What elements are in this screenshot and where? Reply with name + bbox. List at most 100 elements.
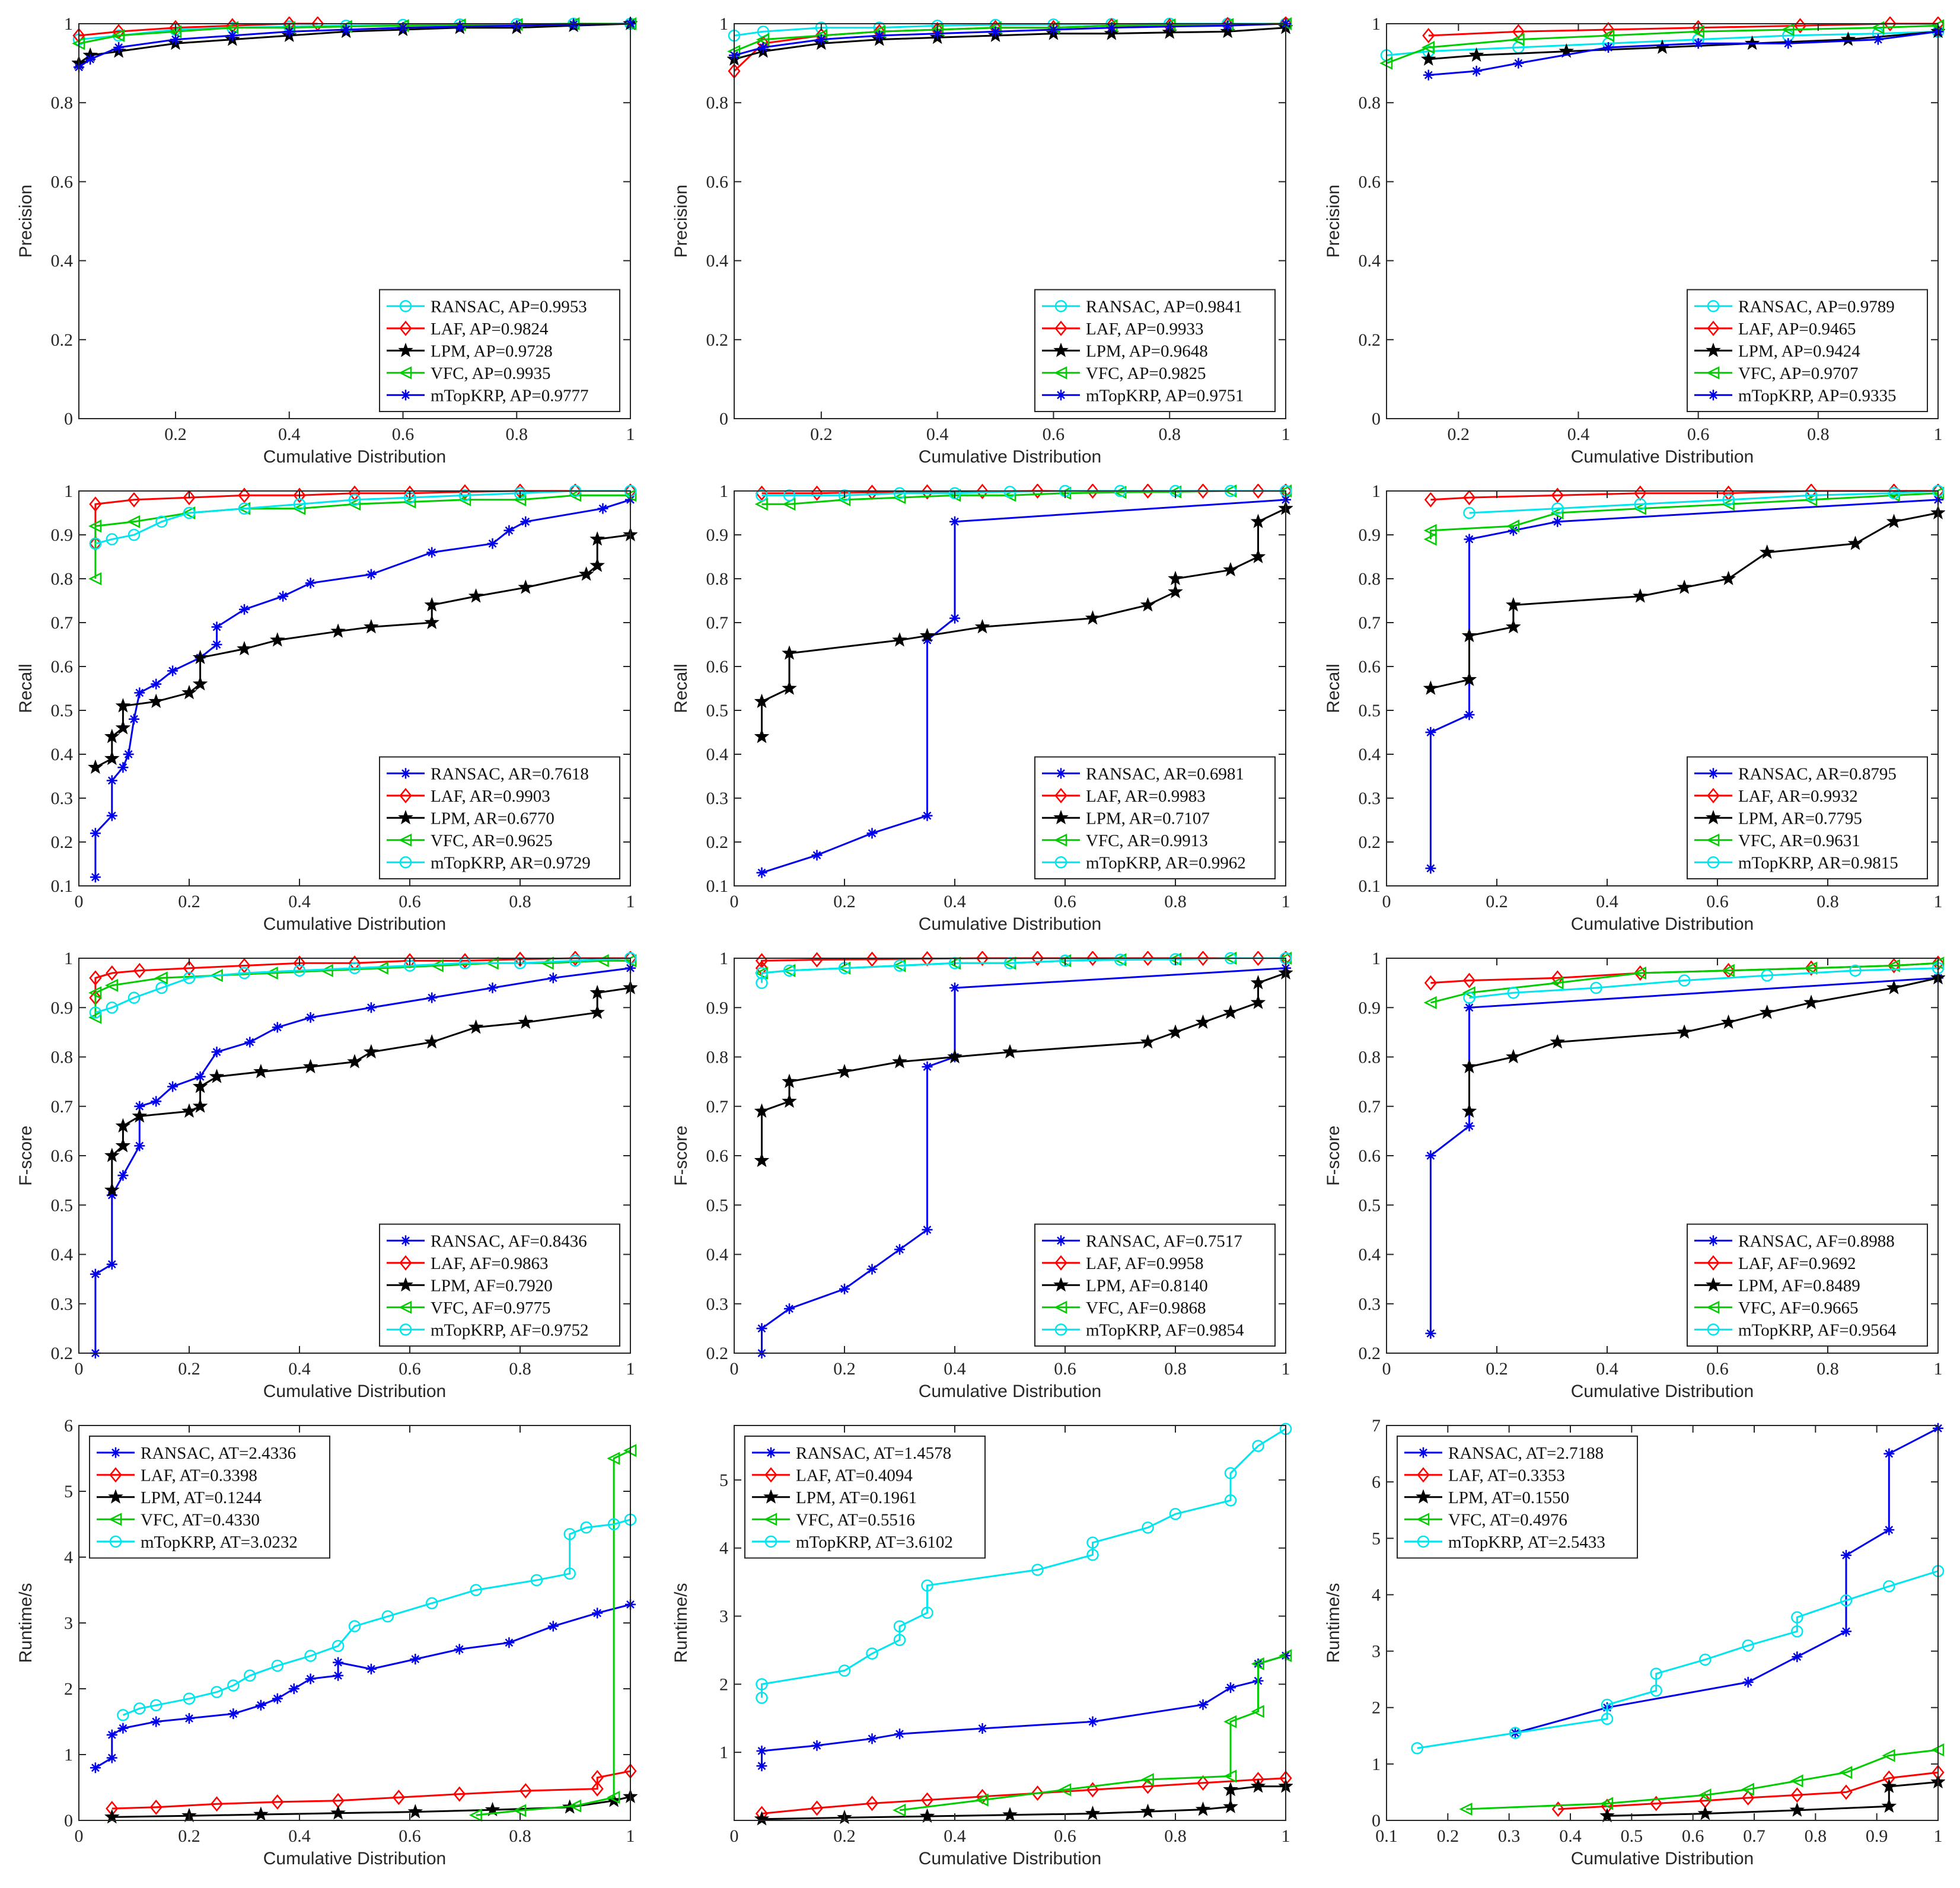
data-point bbox=[209, 1069, 225, 1083]
data-point bbox=[1223, 1781, 1238, 1797]
data-point bbox=[1603, 42, 1614, 53]
legend-entry: mTopKRP, AR=0.9815 bbox=[1738, 853, 1898, 872]
data-point bbox=[874, 30, 885, 41]
data-point bbox=[1507, 987, 1520, 999]
data-point bbox=[244, 1037, 256, 1048]
data-point bbox=[1509, 1727, 1522, 1739]
data-point bbox=[458, 484, 471, 500]
data-point bbox=[403, 495, 416, 509]
data-point bbox=[1805, 960, 1818, 976]
data-point bbox=[1423, 532, 1437, 546]
y-tick-label: 0.3 bbox=[51, 789, 74, 808]
data-point bbox=[1781, 23, 1795, 37]
data-point bbox=[115, 720, 131, 735]
data-point bbox=[1461, 1058, 1477, 1074]
data-point bbox=[1872, 34, 1883, 45]
y-tick-label: 0.5 bbox=[1359, 1195, 1381, 1215]
y-tick-label: 0.8 bbox=[1359, 1048, 1381, 1067]
data-point bbox=[128, 528, 141, 541]
data-point bbox=[1421, 40, 1435, 54]
data-point bbox=[183, 506, 196, 519]
y-tick-label: 0.9 bbox=[51, 525, 74, 545]
data-point bbox=[271, 1659, 284, 1672]
data-point bbox=[90, 828, 101, 839]
y-axis-label: Precision bbox=[16, 184, 36, 257]
axes-box bbox=[1386, 490, 1939, 886]
data-point bbox=[815, 34, 827, 45]
legend-entry: RANSAC, AT=2.7188 bbox=[1448, 1444, 1604, 1463]
legend-marker bbox=[1054, 366, 1067, 379]
data-point bbox=[893, 491, 906, 505]
data-point bbox=[949, 516, 960, 527]
data-point bbox=[1888, 487, 1900, 499]
legend-entry: VFC, AT=0.5516 bbox=[796, 1510, 915, 1529]
y-tick-label: 0.3 bbox=[706, 789, 729, 808]
data-point bbox=[1196, 1775, 1210, 1791]
data-point bbox=[1804, 961, 1818, 975]
data-point bbox=[1790, 1787, 1803, 1803]
legend-entry: RANSAC, AR=0.7618 bbox=[431, 764, 589, 783]
legend-marker bbox=[1708, 768, 1719, 779]
series-line bbox=[1468, 977, 1939, 1112]
data-point bbox=[340, 24, 352, 35]
data-point bbox=[1886, 514, 1902, 528]
data-point bbox=[133, 962, 146, 978]
data-point bbox=[1424, 975, 1438, 991]
x-tick-label: 0.8 bbox=[1164, 1359, 1187, 1379]
legend-marker bbox=[398, 342, 413, 358]
data-point bbox=[810, 952, 824, 968]
data-point bbox=[88, 986, 102, 1000]
y-tick-label: 0.6 bbox=[706, 657, 729, 677]
data-point bbox=[520, 516, 531, 527]
y-tick-label: 0.7 bbox=[706, 1097, 729, 1117]
legend-entry: VFC, AF=0.9775 bbox=[431, 1299, 551, 1318]
data-point bbox=[837, 1064, 852, 1079]
y-tick-label: 0.4 bbox=[1359, 1245, 1381, 1265]
data-point bbox=[1742, 1790, 1755, 1806]
data-point bbox=[597, 503, 608, 514]
legend-entry: RANSAC, AF=0.7517 bbox=[1086, 1232, 1242, 1251]
data-point bbox=[272, 1693, 283, 1704]
x-axis-label: Cumulative Distribution bbox=[919, 914, 1101, 934]
data-point bbox=[117, 1723, 129, 1734]
data-point bbox=[607, 1452, 620, 1465]
series-line bbox=[476, 1449, 631, 1816]
data-point bbox=[237, 640, 252, 656]
x-tick-label: 0.3 bbox=[1498, 1826, 1521, 1846]
data-point bbox=[106, 1259, 117, 1270]
data-point bbox=[578, 566, 594, 581]
y-tick-label: 0.7 bbox=[51, 613, 74, 633]
legend-marker bbox=[399, 1323, 412, 1336]
data-point bbox=[1002, 1807, 1018, 1822]
data-point bbox=[292, 502, 306, 515]
data-point bbox=[151, 678, 162, 690]
data-point bbox=[1550, 506, 1564, 520]
legend-entry: VFC, AP=0.9935 bbox=[431, 364, 551, 383]
series-0 bbox=[1425, 494, 1943, 874]
data-point bbox=[426, 547, 438, 558]
data-point bbox=[1634, 497, 1647, 511]
legend-entry: LPM, AP=0.9424 bbox=[1738, 342, 1860, 361]
data-point bbox=[1140, 1034, 1156, 1049]
x-axis-label: Cumulative Distribution bbox=[919, 447, 1101, 467]
chart-panel-r4c2: 0 0.2 0.4 0.6 0.8 1 1 2 3 4 5 Cumulative Distributi… bbox=[671, 1423, 1293, 1868]
data-point bbox=[211, 621, 222, 633]
y-tick-label: 2 bbox=[1372, 1698, 1381, 1718]
data-point bbox=[1841, 1626, 1851, 1637]
legend-entry: LAF, AR=0.9932 bbox=[1738, 787, 1858, 806]
x-tick-label: 0.2 bbox=[164, 425, 187, 444]
data-point bbox=[1223, 1769, 1237, 1783]
series-3 bbox=[893, 1649, 1292, 1817]
x-tick-label: 1 bbox=[1934, 425, 1943, 444]
data-point bbox=[365, 1002, 377, 1013]
data-point bbox=[503, 525, 515, 536]
data-point bbox=[1512, 24, 1525, 40]
data-point bbox=[547, 1621, 559, 1632]
data-point bbox=[976, 484, 989, 499]
data-point bbox=[1195, 1801, 1211, 1816]
data-point bbox=[1461, 671, 1477, 687]
data-point bbox=[227, 30, 238, 41]
x-tick-label: 0 bbox=[730, 892, 739, 911]
legend-entry: LAF, AP=0.9933 bbox=[1086, 320, 1204, 339]
y-axis-label: Recall bbox=[16, 664, 36, 713]
